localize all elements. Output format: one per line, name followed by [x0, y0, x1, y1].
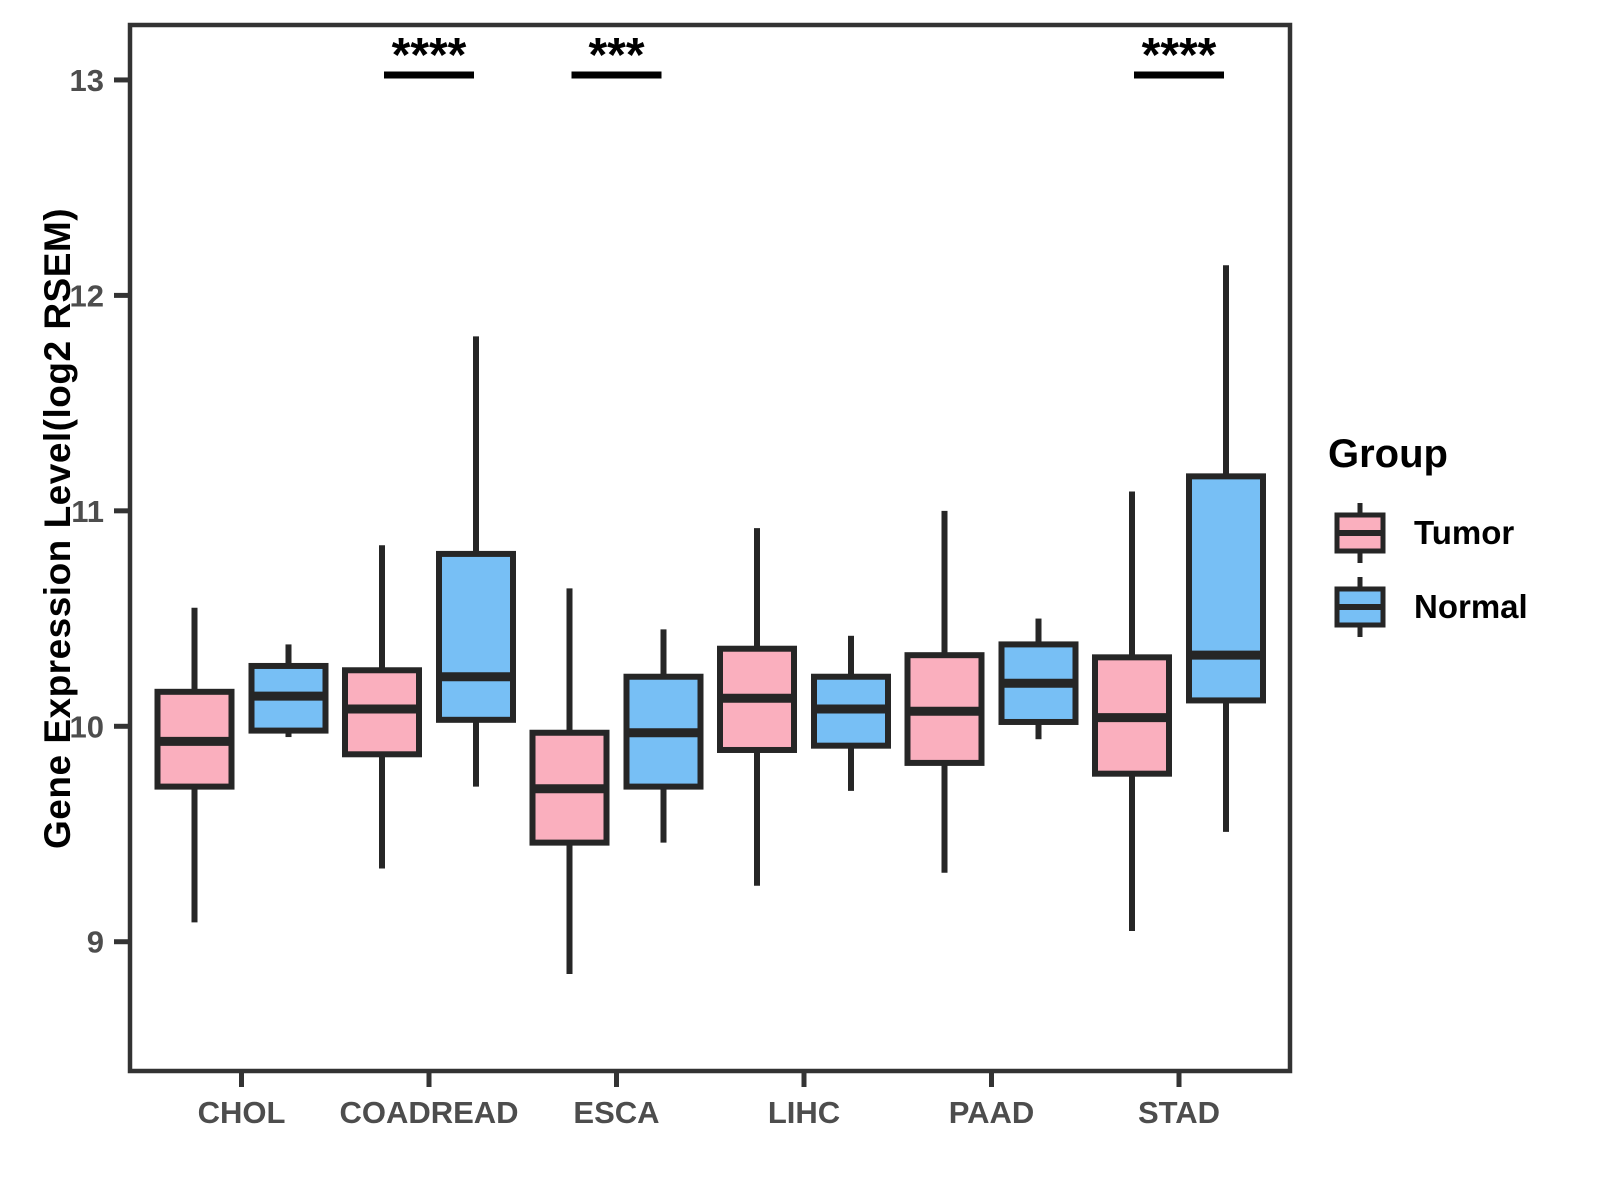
y-tick-label-11: 11	[71, 494, 104, 529]
y-tick-label-13: 13	[70, 63, 104, 98]
legend-label-tumor: Tumor	[1414, 514, 1515, 551]
y-tick-label-10: 10	[70, 709, 104, 744]
y-axis-title: Gene Expression Level(log2 RSEM)	[37, 207, 78, 849]
x-tick-label-stad: STAD	[1138, 1095, 1220, 1130]
x-tick-label-chol: CHOL	[198, 1095, 286, 1130]
x-tick-label-lihc: LIHC	[768, 1095, 840, 1130]
significance-stars-esca: ***	[588, 29, 644, 82]
normal-boxplot-icon	[1334, 577, 1386, 637]
y-tick-label-12: 12	[70, 278, 104, 313]
legend: Group Tumor Normal	[1328, 432, 1528, 639]
tumor-boxplot-icon	[1334, 503, 1386, 563]
legend-label-normal: Normal	[1414, 588, 1528, 625]
x-tick-label-coadread: COADREAD	[339, 1095, 518, 1130]
box-coadread-normal	[436, 550, 516, 723]
legend-title: Group	[1328, 432, 1448, 476]
box-stad-normal	[1186, 473, 1266, 704]
x-tick-label-esca: ESCA	[573, 1095, 659, 1130]
significance-stars-coadread: ****	[392, 29, 467, 82]
legend-entry-normal: Normal	[1328, 575, 1528, 639]
panel-border	[127, 22, 1293, 1074]
significance-stars-stad: ****	[1142, 29, 1217, 82]
y-tick-label-9: 9	[87, 925, 104, 960]
x-tick-label-paad: PAAD	[949, 1095, 1035, 1130]
legend-entry-tumor: Tumor	[1328, 501, 1528, 565]
